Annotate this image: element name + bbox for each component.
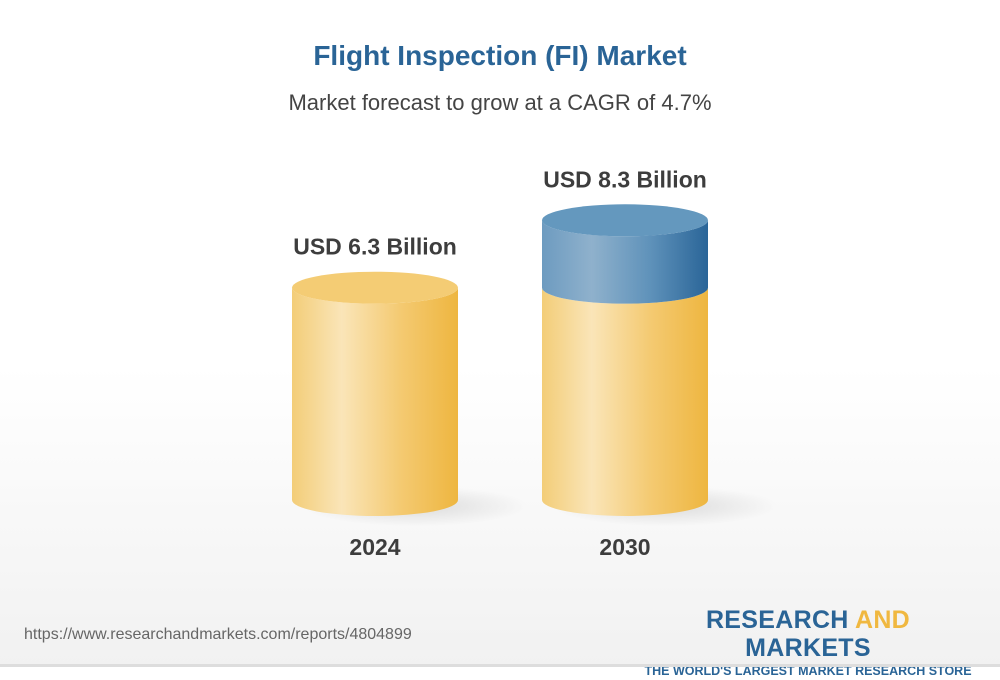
cylinder-top-2024 xyxy=(292,271,458,304)
cylinder-top-2030 xyxy=(542,204,708,237)
cylinder-chart: USD 6.3 Billion 2024 USD 8.3 Billion 2030 xyxy=(292,166,778,560)
report-url[interactable]: https://www.researchandmarkets.com/repor… xyxy=(24,626,412,643)
cylinder-body-2030 xyxy=(542,287,708,516)
category-label: 2024 xyxy=(349,534,400,560)
cylinder-growth-2030 xyxy=(542,220,708,304)
chart-subtitle: Market forecast to grow at a CAGR of 4.7… xyxy=(288,90,712,115)
cylinder-body-2024 xyxy=(292,287,458,516)
research-and-markets-logo: RESEARCH AND MARKETS THE WORLD'S LARGEST… xyxy=(644,606,972,678)
bottom-border xyxy=(0,664,1000,667)
data-label: USD 8.3 Billion xyxy=(543,166,707,192)
category-label: 2030 xyxy=(599,534,650,560)
chart-title: Flight Inspection (FI) Market xyxy=(313,40,687,71)
data-label: USD 6.3 Billion xyxy=(293,234,457,260)
